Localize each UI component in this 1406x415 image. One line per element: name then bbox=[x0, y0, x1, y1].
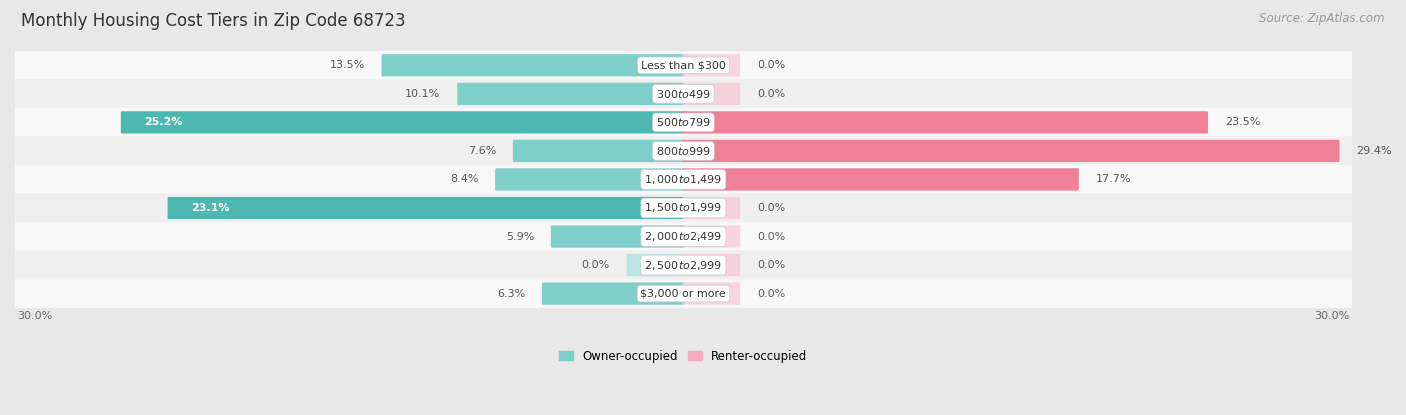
Text: 0.0%: 0.0% bbox=[756, 89, 785, 99]
Legend: Owner-occupied, Renter-occupied: Owner-occupied, Renter-occupied bbox=[560, 349, 807, 363]
FancyBboxPatch shape bbox=[682, 168, 1078, 190]
FancyBboxPatch shape bbox=[682, 254, 740, 276]
Text: 0.0%: 0.0% bbox=[756, 260, 785, 270]
FancyBboxPatch shape bbox=[682, 111, 1208, 134]
Text: Less than $300: Less than $300 bbox=[641, 60, 725, 70]
FancyBboxPatch shape bbox=[541, 283, 685, 305]
Text: 23.5%: 23.5% bbox=[1225, 117, 1260, 127]
FancyBboxPatch shape bbox=[381, 54, 685, 76]
Text: 30.0%: 30.0% bbox=[1315, 311, 1350, 321]
Text: 7.6%: 7.6% bbox=[468, 146, 496, 156]
Text: $300 to $499: $300 to $499 bbox=[657, 88, 711, 100]
Text: 0.0%: 0.0% bbox=[756, 232, 785, 242]
Text: Monthly Housing Cost Tiers in Zip Code 68723: Monthly Housing Cost Tiers in Zip Code 6… bbox=[21, 12, 406, 30]
Text: 10.1%: 10.1% bbox=[405, 89, 440, 99]
FancyBboxPatch shape bbox=[495, 168, 685, 190]
Text: $3,000 or more: $3,000 or more bbox=[641, 288, 727, 298]
Text: 0.0%: 0.0% bbox=[756, 60, 785, 70]
FancyBboxPatch shape bbox=[14, 194, 1353, 222]
Text: $1,500 to $1,999: $1,500 to $1,999 bbox=[644, 202, 723, 215]
Text: $800 to $999: $800 to $999 bbox=[657, 145, 711, 157]
Text: $500 to $799: $500 to $799 bbox=[657, 116, 711, 128]
FancyBboxPatch shape bbox=[682, 225, 740, 248]
Text: 0.0%: 0.0% bbox=[582, 260, 610, 270]
Text: 29.4%: 29.4% bbox=[1357, 146, 1392, 156]
FancyBboxPatch shape bbox=[14, 222, 1353, 251]
FancyBboxPatch shape bbox=[121, 111, 685, 134]
Text: 17.7%: 17.7% bbox=[1095, 174, 1130, 184]
FancyBboxPatch shape bbox=[14, 137, 1353, 165]
Text: $1,000 to $1,499: $1,000 to $1,499 bbox=[644, 173, 723, 186]
FancyBboxPatch shape bbox=[167, 197, 685, 219]
FancyBboxPatch shape bbox=[682, 283, 740, 305]
Text: 30.0%: 30.0% bbox=[17, 311, 52, 321]
FancyBboxPatch shape bbox=[551, 225, 685, 248]
Text: Source: ZipAtlas.com: Source: ZipAtlas.com bbox=[1260, 12, 1385, 25]
FancyBboxPatch shape bbox=[627, 254, 685, 276]
FancyBboxPatch shape bbox=[14, 108, 1353, 137]
FancyBboxPatch shape bbox=[682, 83, 740, 105]
FancyBboxPatch shape bbox=[682, 140, 1340, 162]
Text: $2,000 to $2,499: $2,000 to $2,499 bbox=[644, 230, 723, 243]
Text: 25.2%: 25.2% bbox=[145, 117, 183, 127]
FancyBboxPatch shape bbox=[14, 80, 1353, 108]
Text: 0.0%: 0.0% bbox=[756, 288, 785, 298]
Text: 6.3%: 6.3% bbox=[496, 288, 526, 298]
Text: 13.5%: 13.5% bbox=[329, 60, 364, 70]
FancyBboxPatch shape bbox=[457, 83, 685, 105]
FancyBboxPatch shape bbox=[682, 197, 740, 219]
FancyBboxPatch shape bbox=[14, 51, 1353, 80]
Text: 8.4%: 8.4% bbox=[450, 174, 478, 184]
Text: $2,500 to $2,999: $2,500 to $2,999 bbox=[644, 259, 723, 271]
FancyBboxPatch shape bbox=[682, 54, 740, 76]
Text: 23.1%: 23.1% bbox=[191, 203, 229, 213]
FancyBboxPatch shape bbox=[14, 165, 1353, 194]
FancyBboxPatch shape bbox=[14, 279, 1353, 308]
FancyBboxPatch shape bbox=[513, 140, 685, 162]
FancyBboxPatch shape bbox=[14, 251, 1353, 279]
Text: 0.0%: 0.0% bbox=[756, 203, 785, 213]
Text: 5.9%: 5.9% bbox=[506, 232, 534, 242]
